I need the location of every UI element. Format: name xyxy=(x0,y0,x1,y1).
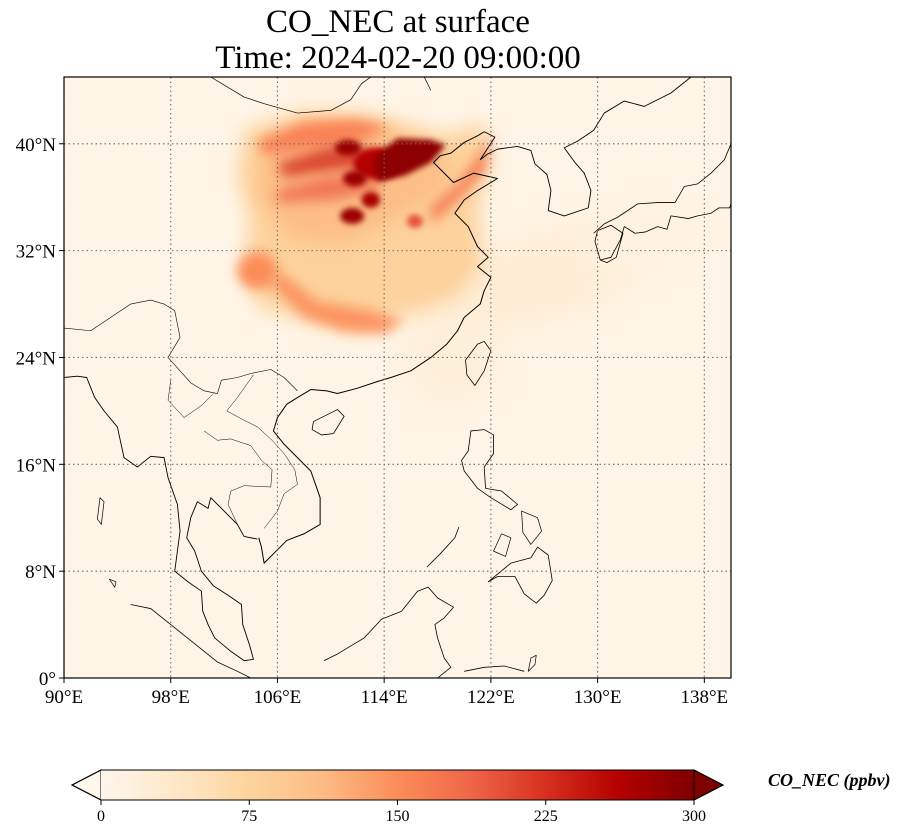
border-china-south xyxy=(64,299,298,394)
coastlines xyxy=(64,77,731,678)
plume-core xyxy=(373,138,446,182)
plume-hotspot-6 xyxy=(406,214,423,228)
map-frame xyxy=(63,76,732,679)
x-tick-label: 106°E xyxy=(254,687,302,708)
map-panel: 90°E 98°E 106°E 114°E 122°E 130°E 138°E 0° 8°N 1… xyxy=(16,76,732,708)
plume-sichuan-edge xyxy=(237,251,278,290)
y-tick-label: 40°N xyxy=(16,135,57,156)
plume-hotspot-3 xyxy=(342,170,367,187)
gridlines xyxy=(64,77,731,678)
chart-subtitle: Time: 2024-02-20 09:00:00 xyxy=(215,40,581,76)
coastline-kyushu xyxy=(594,224,624,264)
y-tick-label: 0° xyxy=(39,669,56,690)
coastline-sumatra xyxy=(130,604,251,678)
plume-shandong xyxy=(430,133,491,224)
x-axis: 90°E 98°E 106°E 114°E 122°E 130°E 138°E xyxy=(45,678,728,708)
coastline-taiwan xyxy=(465,341,492,386)
x-tick-label: 98°E xyxy=(152,687,190,708)
colorbar-tick-label: 225 xyxy=(534,808,558,825)
plume-hotspot-4 xyxy=(361,191,381,208)
border-thailand-east xyxy=(203,430,273,525)
y-tick-label: 24°N xyxy=(16,348,57,369)
plume-inner-mongolia-edge xyxy=(257,119,391,155)
coastline-honshu-south xyxy=(600,203,731,261)
coastline-sulawesi-tip xyxy=(527,654,537,672)
coastline-andaman xyxy=(96,497,105,525)
colorbar: 0 75 150 225 300 xyxy=(70,769,725,825)
colorbar-tick-label: 300 xyxy=(682,808,706,825)
y-axis: 0° 8°N 16°N 24°N 32°N 40°N xyxy=(16,135,64,690)
coastline-samar-leyte xyxy=(521,510,542,545)
x-tick-label: 122°E xyxy=(467,687,515,708)
coastline-indochina xyxy=(64,375,258,662)
coastline-china-vietnam xyxy=(258,131,499,564)
y-tick-label: 8°N xyxy=(25,562,56,583)
plume-south-edge xyxy=(270,270,405,334)
border-thailand-north xyxy=(167,380,214,418)
coastline-palawan xyxy=(426,526,460,568)
x-tick-label: 130°E xyxy=(574,687,622,708)
chart-title: CO_NEC at surface xyxy=(266,4,530,40)
plume-hotspot-5 xyxy=(340,207,365,224)
x-tick-label: 138°E xyxy=(680,687,728,708)
outflow-japan xyxy=(571,201,730,273)
coastline-korea xyxy=(479,77,692,217)
colorbar-extend-low xyxy=(70,769,102,801)
colorbar-extend-high xyxy=(693,769,725,801)
coastline-mindanao xyxy=(487,546,553,604)
colorbar-ticks: 0 75 150 225 300 xyxy=(97,800,706,825)
y-tick-label: 32°N xyxy=(16,242,57,263)
colorbar-tick-label: 0 xyxy=(97,808,105,825)
outflow-taiwan-strait xyxy=(397,304,505,411)
coastline-luzon xyxy=(461,429,518,511)
colorbar-tick-label: 150 xyxy=(386,808,410,825)
colorbar-title: CO_NEC (ppbv) xyxy=(768,770,891,790)
x-tick-label: 114°E xyxy=(361,687,408,708)
border-mongolia-east xyxy=(423,77,432,91)
border-mongolia xyxy=(210,77,372,114)
plume-hotspot-2 xyxy=(334,139,362,156)
coastline-sulawesi-north xyxy=(464,665,525,672)
y-tick-label: 16°N xyxy=(16,455,57,476)
x-tick-label: 90°E xyxy=(45,687,83,708)
coastline-honshu-north xyxy=(593,143,731,234)
coastline-hainan xyxy=(311,409,345,436)
colorbar-tick-label: 75 xyxy=(241,808,257,825)
co-concentration-field xyxy=(237,110,730,411)
coastline-nicobar xyxy=(109,578,117,588)
coastline-negros xyxy=(493,533,512,557)
border-vietnam-laos xyxy=(226,374,298,529)
colorbar-bar xyxy=(101,770,694,800)
coastline-borneo xyxy=(323,586,454,678)
